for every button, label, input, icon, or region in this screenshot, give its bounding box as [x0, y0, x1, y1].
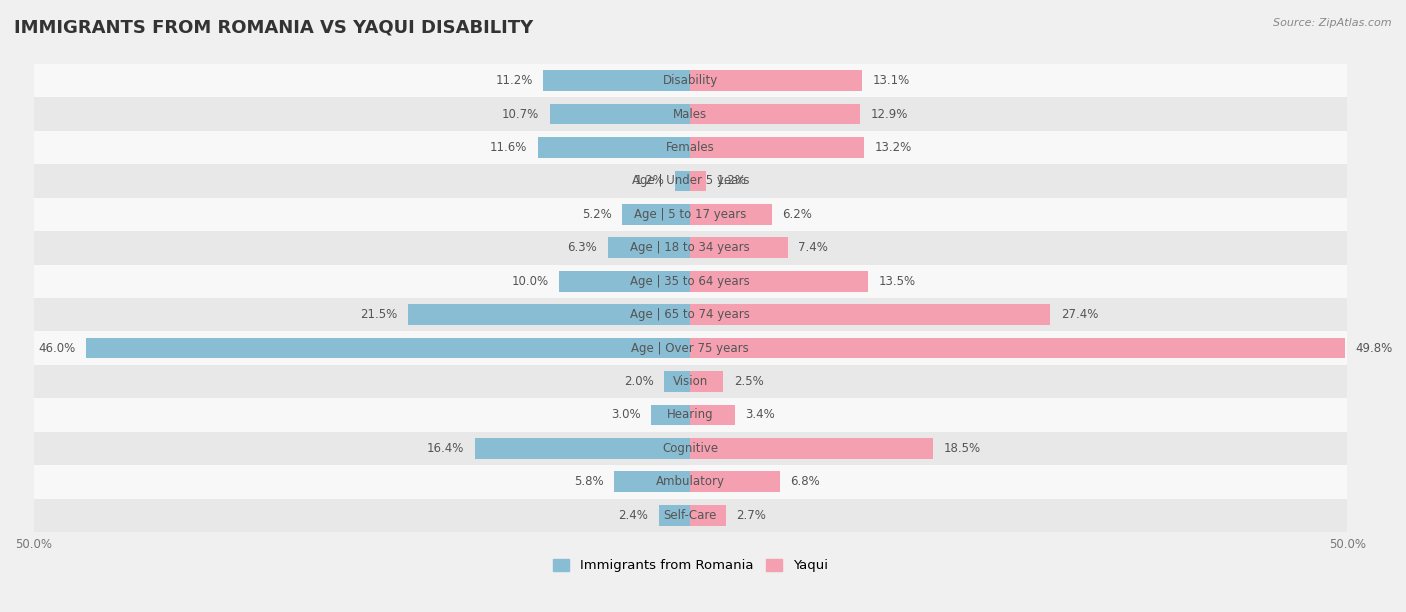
- Text: Source: ZipAtlas.com: Source: ZipAtlas.com: [1274, 18, 1392, 28]
- Text: 16.4%: 16.4%: [427, 442, 464, 455]
- Text: 2.0%: 2.0%: [624, 375, 654, 388]
- Bar: [538, 137, 690, 158]
- Bar: [614, 471, 690, 492]
- Text: IMMIGRANTS FROM ROMANIA VS YAQUI DISABILITY: IMMIGRANTS FROM ROMANIA VS YAQUI DISABIL…: [14, 18, 533, 36]
- Text: Vision: Vision: [672, 375, 709, 388]
- Bar: [690, 371, 723, 392]
- Text: 21.5%: 21.5%: [360, 308, 398, 321]
- Bar: [690, 338, 1344, 359]
- Text: 18.5%: 18.5%: [943, 442, 981, 455]
- Text: 3.0%: 3.0%: [610, 408, 641, 422]
- Bar: [690, 438, 934, 459]
- Bar: [690, 137, 863, 158]
- Text: 1.2%: 1.2%: [717, 174, 747, 187]
- Text: 2.5%: 2.5%: [734, 375, 763, 388]
- Text: 6.8%: 6.8%: [790, 476, 820, 488]
- Text: 13.5%: 13.5%: [879, 275, 915, 288]
- Bar: [34, 264, 1347, 298]
- Bar: [659, 505, 690, 526]
- Text: Cognitive: Cognitive: [662, 442, 718, 455]
- Bar: [690, 304, 1050, 325]
- Bar: [651, 405, 690, 425]
- Bar: [690, 271, 868, 292]
- Text: 27.4%: 27.4%: [1060, 308, 1098, 321]
- Text: 46.0%: 46.0%: [38, 341, 76, 354]
- Bar: [560, 271, 690, 292]
- Text: Age | Under 5 years: Age | Under 5 years: [631, 174, 749, 187]
- Bar: [690, 405, 735, 425]
- Text: Age | 5 to 17 years: Age | 5 to 17 years: [634, 208, 747, 221]
- Bar: [34, 64, 1347, 97]
- Bar: [86, 338, 690, 359]
- Bar: [34, 398, 1347, 431]
- Text: Ambulatory: Ambulatory: [655, 476, 725, 488]
- Text: 3.4%: 3.4%: [745, 408, 775, 422]
- Bar: [34, 131, 1347, 164]
- Bar: [34, 298, 1347, 332]
- Bar: [34, 164, 1347, 198]
- Text: Age | 65 to 74 years: Age | 65 to 74 years: [630, 308, 751, 321]
- Bar: [690, 505, 725, 526]
- Bar: [550, 104, 690, 124]
- Text: 12.9%: 12.9%: [870, 108, 908, 121]
- Text: 6.2%: 6.2%: [782, 208, 813, 221]
- Text: Age | 18 to 34 years: Age | 18 to 34 years: [630, 241, 751, 255]
- Bar: [690, 70, 862, 91]
- Bar: [690, 204, 772, 225]
- Text: Hearing: Hearing: [666, 408, 714, 422]
- Text: 11.2%: 11.2%: [495, 74, 533, 87]
- Bar: [664, 371, 690, 392]
- Bar: [690, 104, 860, 124]
- Text: Age | 35 to 64 years: Age | 35 to 64 years: [630, 275, 751, 288]
- Text: 2.4%: 2.4%: [619, 509, 648, 522]
- Text: 10.7%: 10.7%: [502, 108, 540, 121]
- Bar: [34, 431, 1347, 465]
- Bar: [34, 465, 1347, 499]
- Text: 6.3%: 6.3%: [568, 241, 598, 255]
- Text: 13.1%: 13.1%: [873, 74, 910, 87]
- Bar: [607, 237, 690, 258]
- Text: Disability: Disability: [662, 74, 718, 87]
- Text: Self-Care: Self-Care: [664, 509, 717, 522]
- Text: 1.2%: 1.2%: [634, 174, 664, 187]
- Bar: [34, 97, 1347, 131]
- Bar: [34, 231, 1347, 264]
- Bar: [34, 332, 1347, 365]
- Text: 10.0%: 10.0%: [512, 275, 548, 288]
- Text: 13.2%: 13.2%: [875, 141, 911, 154]
- Bar: [34, 365, 1347, 398]
- Legend: Immigrants from Romania, Yaqui: Immigrants from Romania, Yaqui: [553, 559, 828, 572]
- Bar: [690, 171, 706, 192]
- Text: 2.7%: 2.7%: [737, 509, 766, 522]
- Bar: [34, 499, 1347, 532]
- Bar: [543, 70, 690, 91]
- Text: Females: Females: [666, 141, 714, 154]
- Text: 5.8%: 5.8%: [574, 476, 603, 488]
- Bar: [675, 171, 690, 192]
- Text: Age | Over 75 years: Age | Over 75 years: [631, 341, 749, 354]
- Bar: [690, 237, 787, 258]
- Text: 49.8%: 49.8%: [1355, 341, 1392, 354]
- Text: Males: Males: [673, 108, 707, 121]
- Bar: [34, 198, 1347, 231]
- Text: 11.6%: 11.6%: [491, 141, 527, 154]
- Text: 5.2%: 5.2%: [582, 208, 612, 221]
- Text: 7.4%: 7.4%: [799, 241, 828, 255]
- Bar: [475, 438, 690, 459]
- Bar: [621, 204, 690, 225]
- Bar: [690, 471, 780, 492]
- Bar: [408, 304, 690, 325]
